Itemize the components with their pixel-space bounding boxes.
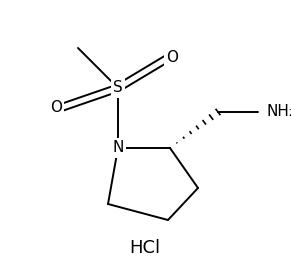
Text: S: S <box>113 81 123 95</box>
Text: NH₂: NH₂ <box>266 104 291 120</box>
Text: N: N <box>112 141 124 155</box>
Text: HCl: HCl <box>129 239 161 257</box>
Text: O: O <box>50 100 62 116</box>
Text: O: O <box>166 51 178 65</box>
